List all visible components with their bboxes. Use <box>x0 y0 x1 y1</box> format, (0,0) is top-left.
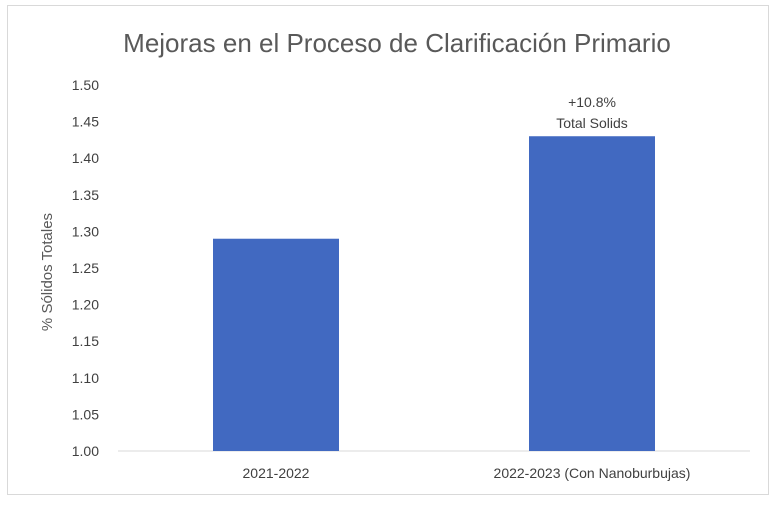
y-tick-label: 1.10 <box>72 370 99 386</box>
annotations: +10.8% Total Solids <box>556 94 628 131</box>
y-tick-label: 1.35 <box>72 187 99 203</box>
y-tick-label: 1.40 <box>72 150 99 166</box>
y-tick-label: 1.20 <box>72 297 99 313</box>
chart-title: Mejoras en el Proceso de Clarificación P… <box>123 28 671 58</box>
y-tick-label: 1.30 <box>72 223 99 239</box>
y-tick-label: 1.50 <box>72 77 99 93</box>
bar-1 <box>529 136 655 452</box>
y-tick-label: 1.15 <box>72 333 99 349</box>
y-tick-label: 1.25 <box>72 260 99 276</box>
bar-0 <box>213 238 339 451</box>
y-axis-label: % Sólidos Totales <box>39 213 56 331</box>
y-axis-ticks: 1.00 1.05 1.10 1.15 1.20 1.25 1.30 1.35 1.40 1.45… <box>72 77 99 459</box>
y-tick-label: 1.05 <box>72 406 99 422</box>
x-tick-label: 2022-2023 (Con Nanoburbujas) <box>494 465 691 481</box>
y-tick-label: 1.00 <box>72 443 99 459</box>
x-tick-label: 2021-2022 <box>243 465 310 481</box>
annotation-line: Total Solids <box>556 115 628 131</box>
x-axis-ticks: 2021-2022 2022-2023 (Con Nanoburbujas) <box>243 465 691 481</box>
y-tick-label: 1.45 <box>72 114 99 130</box>
annotation-line: +10.8% <box>568 94 616 110</box>
bars <box>213 136 655 452</box>
